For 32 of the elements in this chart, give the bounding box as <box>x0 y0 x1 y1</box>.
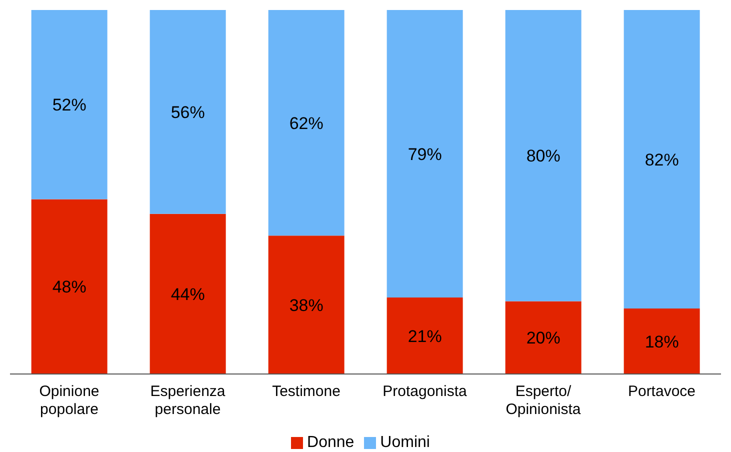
bar <box>505 301 582 374</box>
bar <box>31 199 108 374</box>
bar <box>150 10 226 214</box>
data-label: 48% <box>52 278 86 297</box>
bar <box>624 10 700 308</box>
data-label: 20% <box>526 328 560 348</box>
x-tick-label: Testimone <box>272 383 340 400</box>
x-tick-label: Protagonista <box>382 383 468 400</box>
data-label: 80% <box>526 146 560 166</box>
bar <box>268 236 344 374</box>
data-label: 38% <box>289 296 324 315</box>
data-label: 44% <box>170 284 205 304</box>
legend-label: Uomini <box>380 434 430 451</box>
data-label: 79% <box>408 144 442 164</box>
bar <box>31 10 108 200</box>
x-tick-label: Esperienza personale <box>150 383 226 418</box>
x-tick-label: Opinione popolare <box>39 383 100 418</box>
bar <box>150 214 226 374</box>
x-tick-label: Portavoce <box>628 383 696 400</box>
bar <box>268 10 344 236</box>
data-label: 56% <box>170 102 205 122</box>
bar <box>386 298 463 374</box>
bar <box>624 308 700 374</box>
data-label: 82% <box>644 150 679 170</box>
data-label: 62% <box>289 114 324 133</box>
legend-label: Donne <box>307 434 354 451</box>
bar <box>386 10 463 298</box>
bar <box>505 10 582 302</box>
data-label: 21% <box>408 326 442 346</box>
x-tick-label: Esperto/ Opinionista <box>506 383 582 418</box>
data-label: 52% <box>52 96 86 115</box>
data-label: 18% <box>644 332 679 352</box>
